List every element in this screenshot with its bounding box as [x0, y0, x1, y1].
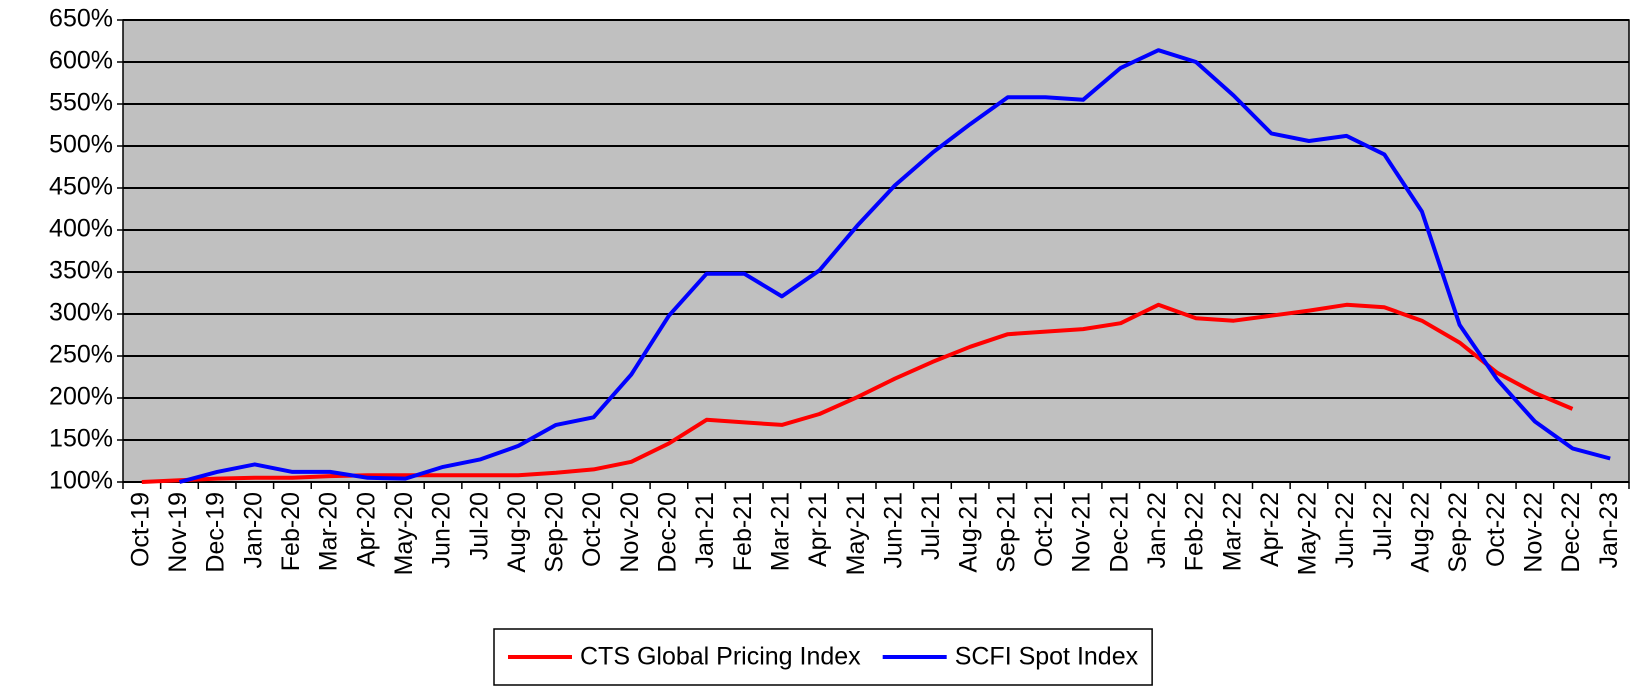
x-tick-label: Apr-22 — [1256, 492, 1284, 567]
x-tick-label: May-21 — [842, 492, 870, 575]
x-tick-label: Jun-22 — [1331, 492, 1359, 568]
x-tick-label: Jul-22 — [1369, 492, 1397, 560]
x-tick-label: Feb-20 — [277, 492, 305, 571]
y-tick-label: 400% — [49, 215, 113, 243]
y-tick-label: 150% — [49, 425, 113, 453]
x-tick-label: Oct-19 — [126, 492, 154, 567]
x-tick-label: Jan-23 — [1595, 492, 1623, 568]
x-tick-label: Sep-21 — [992, 492, 1020, 573]
legend-box — [493, 628, 1153, 686]
x-tick-label: Aug-21 — [955, 492, 983, 573]
legend-label: CTS Global Pricing Index — [580, 643, 861, 671]
x-tick-label: Oct-21 — [1030, 492, 1058, 567]
y-tick-label: 550% — [49, 89, 113, 117]
x-tick-label: Dec-20 — [654, 492, 682, 573]
y-tick-label: 300% — [49, 299, 113, 327]
x-tick-label: Nov-21 — [1068, 492, 1096, 573]
x-tick-label: Dec-21 — [1105, 492, 1133, 573]
x-tick-label: May-20 — [390, 492, 418, 575]
legend: CTS Global Pricing Index SCFI Spot Index — [493, 628, 1153, 686]
y-tick-label: 250% — [49, 341, 113, 369]
x-tick-label: Jul-20 — [465, 492, 493, 560]
x-tick-label: Nov-20 — [616, 492, 644, 573]
x-tick-label: Aug-20 — [503, 492, 531, 573]
y-tick-label: 600% — [49, 47, 113, 75]
x-tick-label: Dec-22 — [1557, 492, 1585, 573]
x-tick-label: Jan-22 — [1143, 492, 1171, 568]
x-tick-label: Jul-21 — [917, 492, 945, 560]
x-tick-label: Mar-22 — [1218, 492, 1246, 571]
x-tick-label: Feb-21 — [729, 492, 757, 571]
y-tick-label: 450% — [49, 173, 113, 201]
series-line — [178, 48, 1611, 484]
legend-label: SCFI Spot Index — [955, 643, 1139, 671]
x-tick-label: Aug-22 — [1407, 492, 1435, 573]
y-tick-label: 350% — [49, 257, 113, 285]
y-tick-label: 100% — [49, 467, 113, 495]
x-tick-label: Mar-20 — [315, 492, 343, 571]
x-tick-label: Mar-21 — [766, 492, 794, 571]
x-tick-label: May-22 — [1294, 492, 1322, 575]
x-tick-label: Sep-20 — [541, 492, 569, 573]
series-line — [141, 302, 1574, 484]
x-tick-label: Jan-20 — [239, 492, 267, 568]
plot-area — [122, 19, 1630, 483]
x-tick-label: Nov-19 — [164, 492, 192, 573]
x-tick-label: Nov-22 — [1519, 492, 1547, 573]
x-tick-label: Oct-22 — [1482, 492, 1510, 567]
y-tick-label: 200% — [49, 383, 113, 411]
x-tick-label: Apr-21 — [804, 492, 832, 567]
x-tick-label: Feb-22 — [1181, 492, 1209, 571]
x-tick-label: Jun-20 — [428, 492, 456, 568]
x-tick-label: Jan-21 — [691, 492, 719, 568]
x-tick-label: Sep-22 — [1444, 492, 1472, 573]
y-tick-label: 650% — [49, 5, 113, 33]
x-tick-label: Jun-21 — [879, 492, 907, 568]
x-tick-label: Apr-20 — [352, 492, 380, 567]
y-tick-label: 500% — [49, 131, 113, 159]
x-tick-label: Oct-20 — [578, 492, 606, 567]
x-tick-label: Dec-19 — [202, 492, 230, 573]
